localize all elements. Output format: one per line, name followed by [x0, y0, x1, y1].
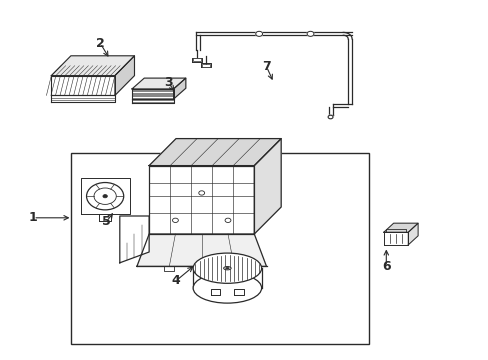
Polygon shape: [51, 76, 115, 95]
Text: 1: 1: [29, 211, 38, 224]
Ellipse shape: [225, 267, 228, 269]
Ellipse shape: [193, 273, 261, 303]
Text: 4: 4: [171, 274, 180, 287]
Polygon shape: [254, 139, 281, 234]
Polygon shape: [132, 99, 173, 103]
Circle shape: [172, 218, 178, 222]
Text: 7: 7: [262, 60, 270, 73]
Polygon shape: [120, 216, 149, 263]
Circle shape: [327, 115, 332, 119]
Polygon shape: [407, 223, 417, 245]
Text: 3: 3: [164, 76, 173, 89]
Polygon shape: [149, 139, 281, 166]
Circle shape: [86, 183, 123, 210]
Polygon shape: [132, 89, 173, 99]
Polygon shape: [132, 78, 185, 89]
Text: 5: 5: [102, 215, 111, 228]
Circle shape: [102, 194, 107, 198]
Circle shape: [255, 31, 262, 36]
Polygon shape: [115, 56, 134, 95]
Polygon shape: [149, 166, 254, 234]
Circle shape: [94, 188, 116, 204]
Text: 2: 2: [96, 37, 104, 50]
Bar: [202, 64, 210, 67]
Circle shape: [198, 191, 204, 195]
Polygon shape: [51, 56, 134, 76]
Circle shape: [224, 218, 230, 222]
Bar: [71, 153, 368, 344]
Polygon shape: [137, 234, 266, 266]
Ellipse shape: [193, 253, 261, 283]
Polygon shape: [383, 223, 417, 232]
Bar: [193, 58, 201, 61]
Ellipse shape: [223, 266, 231, 270]
Polygon shape: [173, 78, 185, 99]
Circle shape: [306, 31, 313, 36]
Polygon shape: [51, 95, 115, 102]
Text: 6: 6: [381, 260, 390, 273]
